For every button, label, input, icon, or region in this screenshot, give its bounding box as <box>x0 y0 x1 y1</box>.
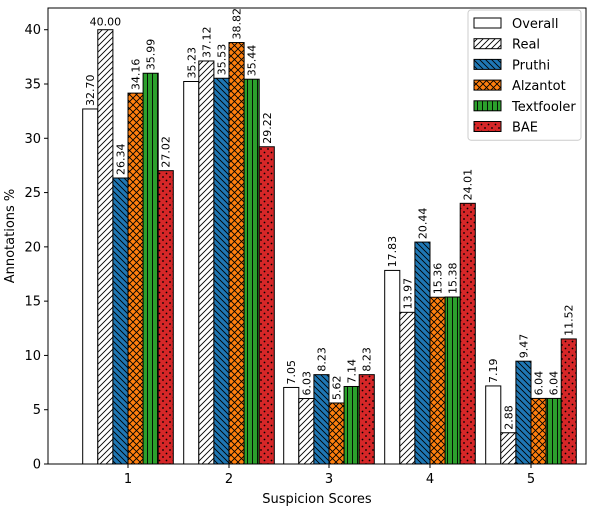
bar-label-real-cat-1: 40.00 <box>90 16 122 29</box>
x-tick-label: 4 <box>426 472 434 487</box>
bar-label-textfooler-cat-1: 35.99 <box>145 39 158 71</box>
x-axis: 1 2 3 4 5 <box>124 464 535 487</box>
bar-bae-cat-1 <box>157 170 174 465</box>
legend-label-alzantot: Alzantot <box>512 79 566 94</box>
bar-label-pruthi-cat-1: 26.34 <box>114 144 127 176</box>
bar-overall-cat-3 <box>283 386 300 465</box>
bar-label-textfooler-cat-4: 15.38 <box>447 263 460 295</box>
bar-real-cat-5 <box>500 432 517 465</box>
x-tick-label: 5 <box>527 472 535 487</box>
y-tick-label: 5 <box>33 403 41 418</box>
plot-frame <box>47 7 587 465</box>
legend: Overall Real Pruthi Alzantot Textfooler BAE <box>467 9 582 141</box>
legend-swatch-alzantot <box>473 79 502 91</box>
bar-label-alzantot-cat-1: 34.16 <box>130 59 143 91</box>
bar-label-overall-cat-3: 7.05 <box>285 360 298 385</box>
bar-overall-cat-2 <box>183 81 200 465</box>
bar-label-overall-cat-1: 32.70 <box>84 74 97 106</box>
y-tick-label: 40 <box>24 23 41 38</box>
legend-label-overall: Overall <box>512 17 558 32</box>
bar-textfooler-cat-3 <box>343 385 360 465</box>
y-tick-label: 0 <box>33 458 41 473</box>
bar-alzantot-cat-2 <box>228 42 245 465</box>
bar-label-bae-cat-5: 11.52 <box>563 304 576 336</box>
legend-label-real: Real <box>512 38 540 53</box>
bar-label-bae-cat-2: 29.22 <box>261 112 274 144</box>
bar-overall-cat-4 <box>384 269 401 465</box>
bar-label-bae-cat-3: 8.23 <box>361 347 374 372</box>
legend-swatch-textfooler <box>473 100 502 112</box>
bar-label-alzantot-cat-2: 38.82 <box>231 8 244 39</box>
legend-swatch-overall <box>473 17 502 29</box>
bar-bae-cat-3 <box>358 374 375 465</box>
bar-real-cat-1 <box>97 29 114 465</box>
bar-textfooler-cat-5 <box>545 397 562 465</box>
bar-pruthi-cat-1 <box>112 177 129 465</box>
bar-label-alzantot-cat-5: 6.04 <box>533 371 546 396</box>
y-tick-label: 15 <box>24 295 41 310</box>
y-tick-label: 20 <box>24 240 41 255</box>
bar-pruthi-cat-5 <box>515 360 532 465</box>
bar-label-alzantot-cat-4: 15.36 <box>432 263 445 295</box>
bar-label-overall-cat-2: 35.23 <box>185 47 198 79</box>
bar-real-cat-4 <box>399 311 416 465</box>
bar-label-pruthi-cat-2: 35.53 <box>215 44 228 76</box>
bar-alzantot-cat-4 <box>429 296 446 465</box>
bar-label-real-cat-4: 13.97 <box>401 278 414 310</box>
bar-textfooler-cat-2 <box>243 78 260 465</box>
y-tick-label: 10 <box>24 349 41 364</box>
legend-label-textfooler: Textfooler <box>511 100 576 115</box>
bar-alzantot-cat-5 <box>530 397 547 465</box>
legend-label-pruthi: Pruthi <box>512 58 550 73</box>
bar-bae-cat-5 <box>560 338 577 465</box>
bar-label-textfooler-cat-2: 35.44 <box>246 45 259 77</box>
y-axis: 0 5 10 15 20 25 30 35 40 <box>24 23 48 473</box>
bar-label-textfooler-cat-3: 7.14 <box>346 359 359 384</box>
y-tick-label: 35 <box>24 78 41 93</box>
y-tick-label: 30 <box>24 132 41 147</box>
bar-real-cat-2 <box>198 60 215 465</box>
legend-swatch-pruthi <box>473 58 502 70</box>
bar-label-pruthi-cat-5: 9.47 <box>517 334 530 359</box>
bar-label-real-cat-5: 2.88 <box>502 405 515 430</box>
bar-label-overall-cat-5: 7.19 <box>487 358 500 383</box>
bars-layer <box>82 29 577 465</box>
legend-label-bae: BAE <box>512 121 538 136</box>
bar-label-real-cat-3: 6.03 <box>300 371 313 396</box>
bar-real-cat-3 <box>298 398 315 465</box>
y-tick-label: 25 <box>24 186 41 201</box>
bar-label-alzantot-cat-3: 5.62 <box>331 375 344 400</box>
bar-overall-cat-5 <box>485 385 502 465</box>
bar-overall-cat-1 <box>82 108 99 465</box>
bar-pruthi-cat-3 <box>313 374 330 465</box>
bar-bae-cat-4 <box>459 202 476 465</box>
bar-label-bae-cat-4: 24.01 <box>462 169 475 201</box>
bar-label-pruthi-cat-3: 8.23 <box>315 347 328 372</box>
bar-label-textfooler-cat-5: 6.04 <box>548 371 561 396</box>
x-tick-label: 1 <box>124 472 132 487</box>
x-axis-title: Suspicion Scores <box>262 492 372 507</box>
bar-pruthi-cat-2 <box>213 77 230 465</box>
y-axis-title: Annotations % <box>3 189 18 284</box>
bar-label-bae-cat-1: 27.02 <box>160 136 173 168</box>
bar-label-pruthi-cat-4: 20.44 <box>416 208 429 240</box>
x-tick-label: 3 <box>325 472 333 487</box>
bar-textfooler-cat-1 <box>142 72 159 465</box>
bar-textfooler-cat-4 <box>444 296 461 465</box>
bar-bae-cat-2 <box>258 146 275 465</box>
legend-swatch-real <box>473 38 502 50</box>
bar-alzantot-cat-3 <box>328 402 345 465</box>
bar-labels-layer: 32.70 35.23 7.05 17.83 7.19 40.00 37.12 6.03 13.… <box>84 8 576 430</box>
bar-label-overall-cat-4: 17.83 <box>386 236 399 268</box>
bar-pruthi-cat-4 <box>414 241 431 465</box>
legend-swatch-bae <box>473 121 502 132</box>
bar-label-real-cat-2: 37.12 <box>200 26 213 58</box>
bar-alzantot-cat-1 <box>127 92 144 465</box>
x-tick-label: 2 <box>225 472 233 487</box>
